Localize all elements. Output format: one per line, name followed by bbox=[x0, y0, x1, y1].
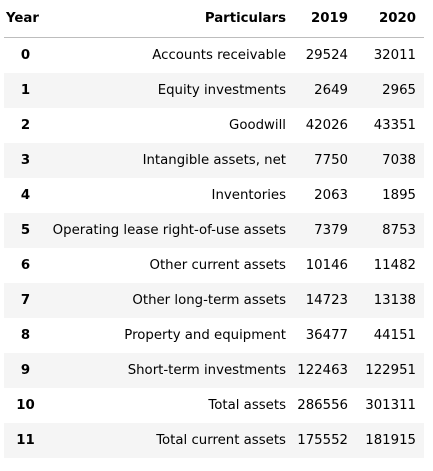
row-value-2019: 2649 bbox=[314, 82, 348, 98]
table-row: 5 Operating lease right-of-use assets 7379… bbox=[4, 212, 424, 248]
row-particulars: Total assets bbox=[208, 397, 286, 413]
dataframe-table: Year Particulars 2019 2020 0 Accounts rec… bbox=[4, 0, 424, 458]
row-value-2020: 181915 bbox=[365, 432, 416, 448]
header-2019: 2019 bbox=[294, 0, 358, 38]
row-value-2019: 2063 bbox=[314, 187, 348, 203]
dataframe-table-container: Year Particulars 2019 2020 0 Accounts rec… bbox=[4, 0, 424, 458]
row-index: 7 bbox=[20, 292, 31, 308]
row-value-2020: 11482 bbox=[373, 257, 416, 273]
row-value-2020: 44151 bbox=[373, 327, 416, 343]
header-2020: 2020 bbox=[358, 0, 424, 38]
row-particulars: Goodwill bbox=[229, 117, 286, 133]
table-row: 0 Accounts receivable 29524 32011 bbox=[4, 38, 424, 73]
row-value-2019: 42026 bbox=[305, 117, 348, 133]
row-value-2020: 1895 bbox=[382, 187, 416, 203]
row-particulars: Accounts receivable bbox=[152, 47, 286, 63]
row-index: 3 bbox=[20, 152, 31, 168]
row-index: 11 bbox=[16, 432, 35, 448]
header-year: Year bbox=[4, 0, 50, 38]
table-row: 10 Total assets 286556 301311 bbox=[4, 388, 424, 423]
table-row: 8 Property and equipment 36477 44151 bbox=[4, 318, 424, 353]
table-body: 0 Accounts receivable 29524 32011 1 Equity in… bbox=[4, 38, 424, 458]
row-particulars: Total current assets bbox=[156, 432, 286, 448]
table-row: 11 Total current assets 175552 181915 bbox=[4, 422, 424, 458]
table-header: Year Particulars 2019 2020 bbox=[4, 0, 424, 38]
row-particulars: Intangible assets, net bbox=[142, 152, 286, 168]
row-value-2020: 2965 bbox=[382, 82, 416, 98]
table-row: 7 Other long-term assets 14723 13138 bbox=[4, 282, 424, 318]
row-index: 9 bbox=[20, 362, 31, 378]
row-value-2020: 7038 bbox=[382, 152, 416, 168]
row-value-2019: 175552 bbox=[297, 432, 348, 448]
row-index: 0 bbox=[20, 47, 31, 63]
row-value-2020: 32011 bbox=[373, 47, 416, 63]
table-row: 3 Intangible assets, net 7750 7038 bbox=[4, 142, 424, 178]
row-value-2019: 286556 bbox=[297, 397, 348, 413]
header-particulars: Particulars bbox=[50, 0, 294, 38]
table-row: 4 Inventories 2063 1895 bbox=[4, 178, 424, 213]
row-value-2019: 7750 bbox=[314, 152, 348, 168]
row-value-2019: 122463 bbox=[297, 362, 348, 378]
row-value-2020: 13138 bbox=[373, 292, 416, 308]
row-value-2019: 14723 bbox=[305, 292, 348, 308]
row-value-2019: 10146 bbox=[305, 257, 348, 273]
header-row: Year Particulars 2019 2020 bbox=[4, 0, 424, 38]
row-value-2020: 301311 bbox=[365, 397, 416, 413]
row-index: 10 bbox=[16, 397, 35, 413]
row-particulars: Short-term investments bbox=[127, 362, 286, 378]
row-index: 2 bbox=[20, 117, 31, 133]
row-value-2019: 7379 bbox=[314, 222, 348, 238]
row-particulars: Equity investments bbox=[157, 82, 286, 98]
row-particulars: Property and equipment bbox=[124, 327, 286, 343]
row-particulars: Other current assets bbox=[149, 257, 286, 273]
row-index: 1 bbox=[20, 82, 31, 98]
table-row: 6 Other current assets 10146 11482 bbox=[4, 248, 424, 283]
row-value-2019: 36477 bbox=[305, 327, 348, 343]
row-value-2020: 122951 bbox=[365, 362, 416, 378]
row-particulars: Other long-term assets bbox=[132, 292, 286, 308]
table-row: 1 Equity investments 2649 2965 bbox=[4, 72, 424, 108]
row-index: 6 bbox=[20, 257, 31, 273]
row-index: 8 bbox=[20, 327, 31, 343]
table-row: 9 Short-term investments 122463 122951 bbox=[4, 352, 424, 388]
row-index: 5 bbox=[20, 222, 31, 238]
row-particulars: Operating lease right-of-use assets bbox=[52, 222, 286, 238]
row-value-2019: 29524 bbox=[305, 47, 348, 63]
row-value-2020: 8753 bbox=[382, 222, 416, 238]
row-index: 4 bbox=[20, 187, 31, 203]
row-value-2020: 43351 bbox=[373, 117, 416, 133]
row-particulars: Inventories bbox=[211, 187, 286, 203]
table-row: 2 Goodwill 42026 43351 bbox=[4, 108, 424, 143]
